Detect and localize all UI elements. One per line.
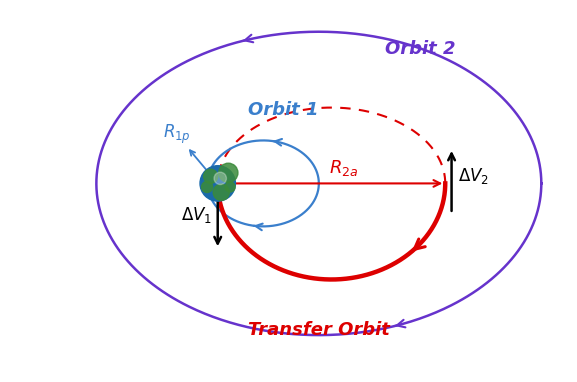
Text: $\Delta V_1$: $\Delta V_1$ [181, 205, 212, 225]
Text: $R_{1p}$: $R_{1p}$ [163, 123, 190, 146]
Circle shape [201, 181, 213, 193]
Circle shape [204, 169, 218, 183]
Circle shape [225, 182, 235, 192]
Circle shape [213, 184, 229, 200]
Text: $\Delta V_2$: $\Delta V_2$ [458, 166, 489, 186]
Circle shape [200, 166, 235, 201]
Text: Orbit 1: Orbit 1 [248, 101, 319, 119]
Text: Orbit 2: Orbit 2 [385, 40, 455, 58]
Circle shape [214, 172, 226, 185]
Circle shape [219, 163, 238, 182]
Text: Transfer Orbit: Transfer Orbit [248, 321, 390, 339]
Text: $R_{2a}$: $R_{2a}$ [329, 158, 359, 178]
